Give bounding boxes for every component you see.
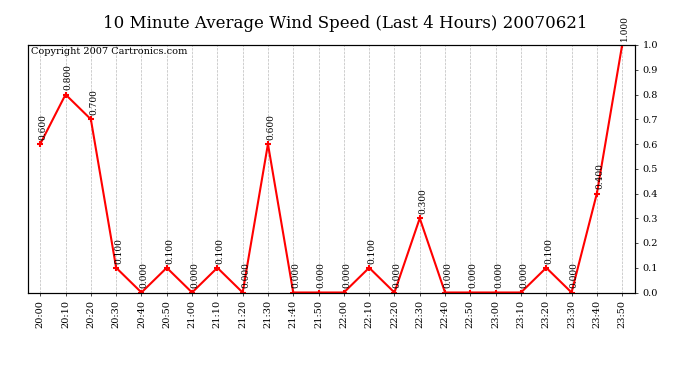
Text: 0.700: 0.700	[89, 89, 98, 115]
Text: 0.100: 0.100	[216, 238, 225, 264]
Text: 0.100: 0.100	[115, 238, 124, 264]
Text: 0.400: 0.400	[595, 164, 604, 189]
Text: 0.000: 0.000	[190, 262, 199, 288]
Text: 0.300: 0.300	[418, 188, 427, 214]
Text: Copyright 2007 Cartronics.com: Copyright 2007 Cartronics.com	[30, 48, 187, 57]
Text: 1.000: 1.000	[620, 15, 629, 41]
Text: 0.000: 0.000	[393, 262, 402, 288]
Text: 0.100: 0.100	[544, 238, 553, 264]
Text: 0.000: 0.000	[494, 262, 503, 288]
Text: 0.000: 0.000	[140, 262, 149, 288]
Text: 0.000: 0.000	[469, 262, 477, 288]
Text: 10 Minute Average Wind Speed (Last 4 Hours) 20070621: 10 Minute Average Wind Speed (Last 4 Hou…	[103, 15, 587, 32]
Text: 0.600: 0.600	[266, 114, 275, 140]
Text: 0.800: 0.800	[64, 64, 73, 90]
Text: 0.000: 0.000	[292, 262, 301, 288]
Text: 0.100: 0.100	[165, 238, 174, 264]
Text: 0.000: 0.000	[342, 262, 351, 288]
Text: 0.000: 0.000	[241, 262, 250, 288]
Text: 0.000: 0.000	[570, 262, 579, 288]
Text: 0.600: 0.600	[39, 114, 48, 140]
Text: 0.000: 0.000	[317, 262, 326, 288]
Text: 0.000: 0.000	[444, 262, 453, 288]
Text: 0.000: 0.000	[520, 262, 529, 288]
Text: 0.100: 0.100	[368, 238, 377, 264]
